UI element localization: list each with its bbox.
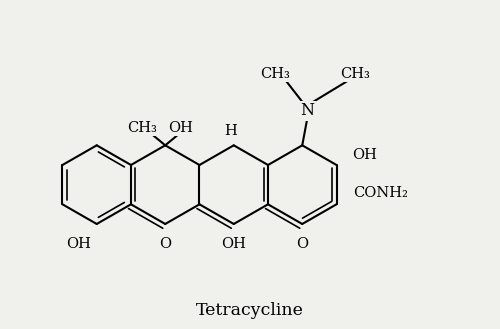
- Text: CH₃: CH₃: [260, 66, 290, 81]
- Text: OH: OH: [222, 237, 246, 251]
- Text: CH₃: CH₃: [128, 121, 158, 135]
- Text: Tetracycline: Tetracycline: [196, 302, 304, 319]
- Text: OH: OH: [168, 121, 192, 135]
- Text: O: O: [296, 237, 308, 251]
- Text: OH: OH: [66, 237, 92, 251]
- Text: CH₃: CH₃: [340, 66, 370, 81]
- Text: OH: OH: [352, 148, 376, 162]
- Text: H: H: [224, 124, 237, 138]
- Text: O: O: [159, 237, 172, 251]
- Text: CONH₂: CONH₂: [354, 186, 408, 199]
- Text: N: N: [300, 102, 314, 119]
